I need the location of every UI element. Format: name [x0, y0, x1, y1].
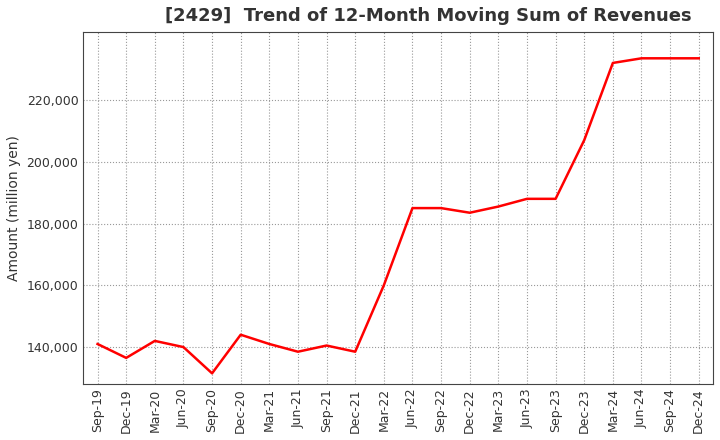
Y-axis label: Amount (million yen): Amount (million yen) [7, 135, 21, 281]
Text: [2429]  Trend of 12-Month Moving Sum of Revenues: [2429] Trend of 12-Month Moving Sum of R… [165, 7, 692, 25]
